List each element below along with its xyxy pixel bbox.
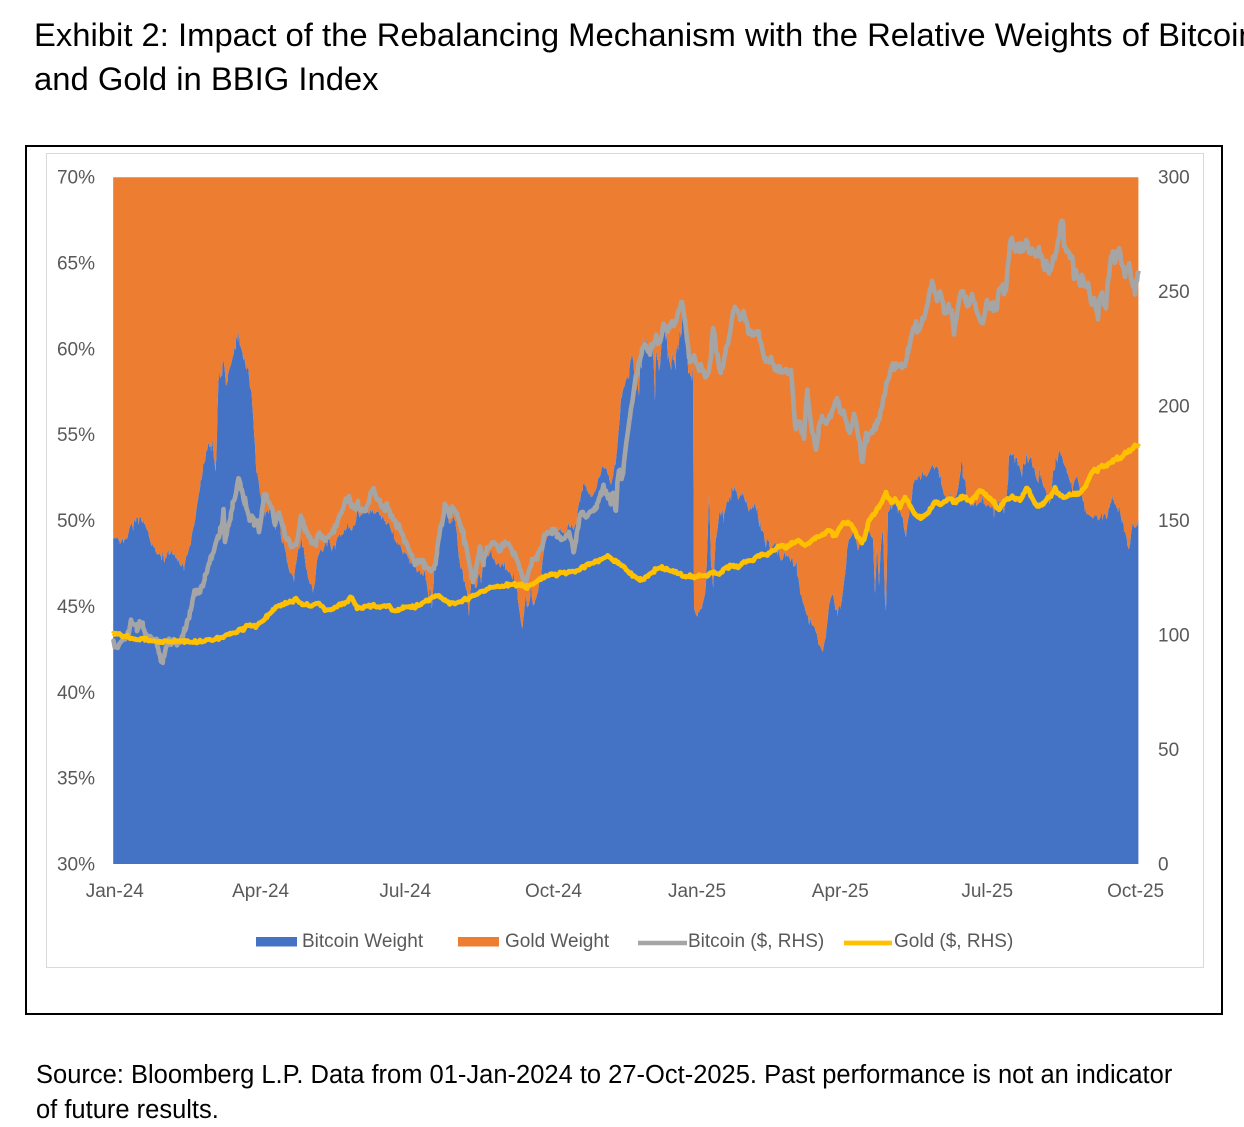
svg-text:70%: 70% [57,168,95,189]
svg-text:Gold Weight: Gold Weight [505,931,610,952]
svg-text:200: 200 [1158,397,1190,418]
svg-text:50%: 50% [57,511,95,532]
svg-text:150: 150 [1158,511,1190,532]
svg-text:Gold ($, RHS): Gold ($, RHS) [894,931,1013,952]
svg-text:300: 300 [1158,168,1190,189]
svg-text:Apr-25: Apr-25 [812,881,869,902]
svg-text:0: 0 [1158,855,1169,876]
svg-text:55%: 55% [57,425,95,446]
svg-text:100: 100 [1158,626,1190,647]
svg-text:30%: 30% [57,855,95,876]
svg-text:45%: 45% [57,597,95,618]
svg-text:40%: 40% [57,683,95,704]
svg-text:60%: 60% [57,339,95,360]
svg-text:Oct-24: Oct-24 [525,881,582,902]
svg-text:Jan-24: Jan-24 [86,881,145,902]
svg-text:Bitcoin ($, RHS): Bitcoin ($, RHS) [688,931,824,952]
svg-text:Jul-25: Jul-25 [961,881,1013,902]
svg-text:Oct-25: Oct-25 [1107,881,1164,902]
svg-text:250: 250 [1158,282,1190,303]
svg-text:65%: 65% [57,254,95,275]
svg-text:Apr-24: Apr-24 [232,881,289,902]
svg-text:Bitcoin Weight: Bitcoin Weight [302,931,424,952]
svg-text:Jan-25: Jan-25 [668,881,726,902]
svg-text:35%: 35% [57,769,95,790]
svg-text:50: 50 [1158,740,1179,761]
svg-text:Jul-24: Jul-24 [379,881,431,902]
